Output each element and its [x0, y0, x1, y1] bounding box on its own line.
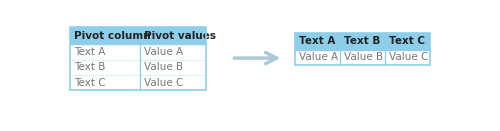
Bar: [295, 33, 430, 50]
Text: Text B: Text B: [74, 62, 106, 72]
Text: Text C: Text C: [74, 78, 106, 88]
Text: Value A: Value A: [144, 47, 183, 57]
Bar: [295, 33, 430, 65]
Bar: [295, 33, 430, 65]
Text: Pivot values: Pivot values: [144, 31, 216, 41]
Bar: [70, 27, 206, 90]
Text: Text C: Text C: [389, 36, 425, 46]
Text: Value C: Value C: [144, 78, 183, 88]
Bar: [70, 27, 206, 90]
Text: Text B: Text B: [344, 36, 380, 46]
Text: Value B: Value B: [144, 62, 183, 72]
Text: Value B: Value B: [344, 52, 383, 62]
Text: Value C: Value C: [389, 52, 428, 62]
Text: Text A: Text A: [74, 47, 106, 57]
Text: Value A: Value A: [299, 52, 338, 62]
Text: Pivot column: Pivot column: [74, 31, 151, 41]
Bar: [70, 27, 206, 44]
Text: Text A: Text A: [299, 36, 335, 46]
